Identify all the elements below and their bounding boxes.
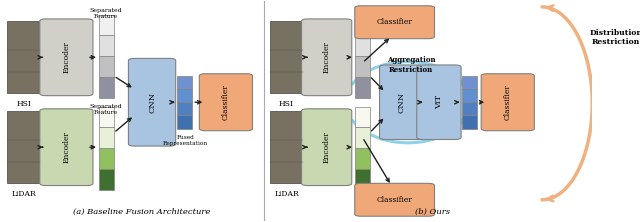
- Text: LiDAR: LiDAR: [274, 190, 299, 198]
- Text: Classifier: Classifier: [377, 196, 413, 204]
- Bar: [355, 15, 369, 35]
- Bar: [355, 107, 369, 127]
- FancyBboxPatch shape: [40, 109, 93, 186]
- Text: Fused
Representation: Fused Representation: [163, 135, 208, 146]
- Bar: [462, 115, 477, 129]
- Bar: [177, 76, 192, 89]
- Bar: [462, 76, 477, 89]
- Text: Classifier: Classifier: [377, 18, 413, 26]
- Bar: [177, 89, 192, 102]
- Text: CNN: CNN: [148, 92, 156, 113]
- Bar: [355, 127, 369, 148]
- Text: Aggregation
Restriction: Aggregation Restriction: [387, 56, 435, 73]
- Bar: [99, 35, 114, 56]
- Text: Encoder: Encoder: [62, 131, 70, 163]
- Text: Encoder: Encoder: [62, 41, 70, 73]
- Text: HSI: HSI: [16, 100, 31, 108]
- Text: Encoder: Encoder: [323, 41, 331, 73]
- FancyBboxPatch shape: [355, 183, 435, 216]
- Bar: [355, 148, 369, 169]
- FancyBboxPatch shape: [481, 74, 534, 131]
- Bar: [177, 115, 192, 129]
- Text: LiDAR: LiDAR: [11, 190, 36, 198]
- FancyBboxPatch shape: [301, 109, 352, 186]
- FancyBboxPatch shape: [417, 65, 461, 139]
- Text: Encoder: Encoder: [323, 131, 331, 163]
- Bar: [355, 56, 369, 77]
- Bar: [99, 107, 114, 127]
- Bar: [99, 148, 114, 169]
- Text: CNN: CNN: [397, 92, 406, 113]
- Bar: [355, 77, 369, 98]
- Bar: [99, 15, 114, 35]
- FancyBboxPatch shape: [199, 74, 253, 131]
- Text: Separated
Feature: Separated Feature: [90, 8, 122, 19]
- Bar: [462, 89, 477, 102]
- Bar: [99, 56, 114, 77]
- Bar: [270, 21, 303, 93]
- Bar: [99, 127, 114, 148]
- Text: (a) Baseline Fusion Architecture: (a) Baseline Fusion Architecture: [73, 208, 210, 216]
- Text: Separated
Feature: Separated Feature: [90, 104, 122, 115]
- Text: ViT: ViT: [435, 95, 443, 109]
- Bar: [7, 21, 40, 93]
- FancyBboxPatch shape: [380, 65, 424, 139]
- Text: (b) Ours: (b) Ours: [415, 208, 450, 216]
- Text: Distribution
Restriction: Distribution Restriction: [589, 29, 640, 46]
- Bar: [7, 111, 40, 183]
- Bar: [99, 169, 114, 190]
- Bar: [355, 169, 369, 190]
- Text: Classifier: Classifier: [504, 84, 512, 120]
- Bar: [270, 111, 303, 183]
- Bar: [99, 77, 114, 98]
- Text: HSI: HSI: [279, 100, 294, 108]
- Bar: [462, 102, 477, 115]
- Bar: [355, 35, 369, 56]
- FancyBboxPatch shape: [129, 58, 176, 146]
- Bar: [177, 102, 192, 115]
- FancyBboxPatch shape: [40, 19, 93, 96]
- FancyBboxPatch shape: [355, 6, 435, 39]
- FancyBboxPatch shape: [301, 19, 352, 96]
- Text: Classifier: Classifier: [222, 84, 230, 120]
